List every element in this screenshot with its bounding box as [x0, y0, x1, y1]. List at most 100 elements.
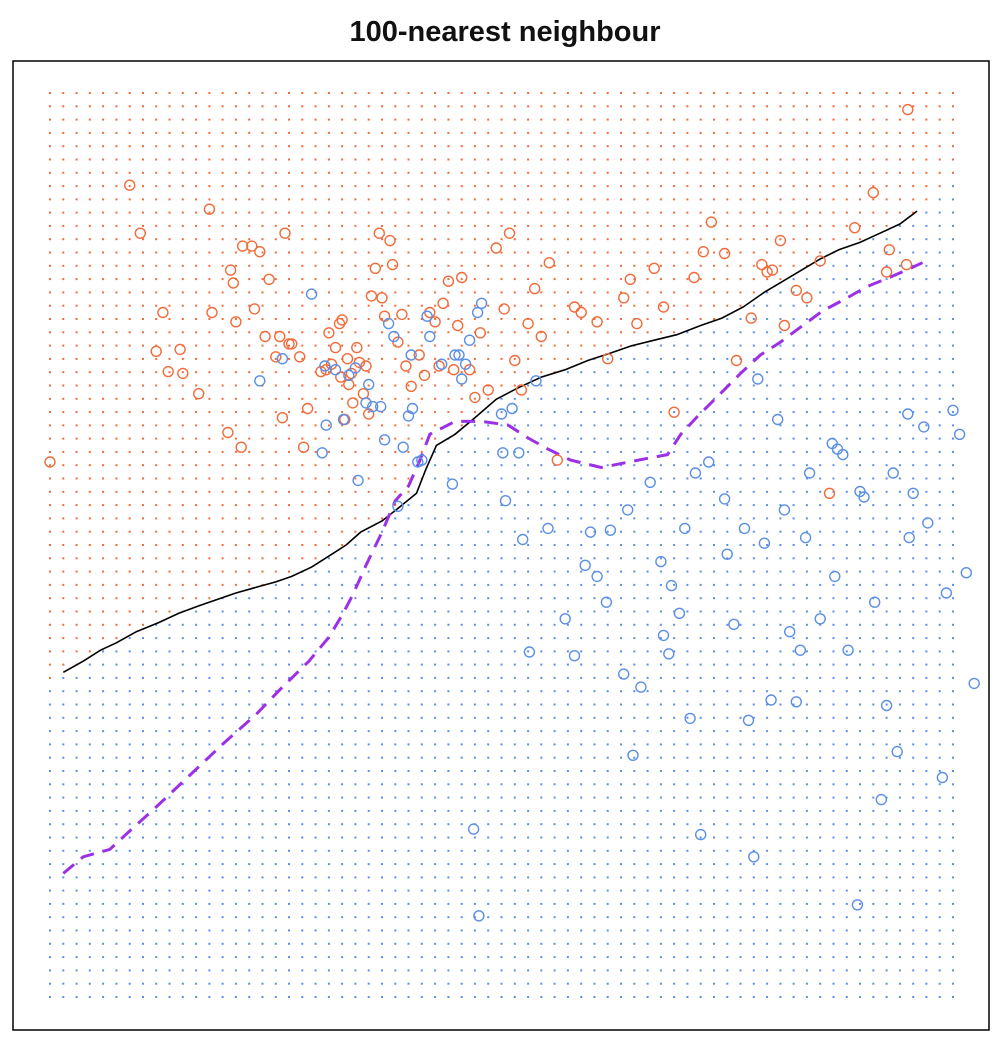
grid-dot: [447, 623, 450, 626]
grid-dot: [88, 876, 91, 879]
grid-dot: [872, 490, 875, 493]
grid-dot: [620, 92, 622, 94]
grid-dot: [234, 185, 237, 188]
grid-dot: [434, 557, 437, 560]
grid-dot: [261, 477, 264, 480]
grid-dot: [925, 557, 928, 560]
grid-dot: [832, 185, 835, 188]
grid-dot: [566, 663, 569, 666]
grid-dot: [726, 570, 729, 573]
grid-dot: [407, 304, 410, 307]
grid-dot: [779, 464, 782, 467]
grid-dot: [354, 583, 357, 586]
grid-dot: [407, 663, 410, 666]
grid-dot: [673, 969, 676, 972]
grid-dot: [845, 158, 848, 161]
grid-dot: [261, 929, 264, 932]
grid-dot: [420, 211, 423, 214]
grid-dot: [912, 437, 915, 440]
grid-dot: [234, 836, 237, 839]
grid-dot: [553, 982, 556, 985]
grid-dot: [646, 464, 649, 467]
grid-dot: [752, 663, 755, 666]
grid-dot: [221, 637, 224, 640]
grid-dot: [62, 437, 65, 440]
grid-dot: [553, 902, 556, 905]
grid-dot: [540, 264, 543, 267]
grid-dot: [420, 504, 423, 507]
grid-dot: [925, 942, 928, 945]
grid-dot: [234, 357, 237, 360]
grid-dot: [327, 517, 330, 520]
grid-dot: [420, 437, 423, 440]
grid-dot: [381, 397, 383, 400]
grid-dot: [341, 424, 344, 427]
grid-dot: [447, 344, 450, 347]
grid-dot: [195, 450, 198, 453]
grid-dot: [75, 238, 78, 241]
grid-dot: [447, 544, 450, 546]
grid-dot: [195, 264, 198, 267]
grid-dot: [726, 131, 729, 134]
grid-dot: [407, 504, 410, 507]
grid-dot: [142, 770, 144, 772]
grid-dot: [872, 889, 875, 892]
orange-point: [336, 314, 348, 326]
grid-dot: [898, 477, 901, 480]
grid-dot: [912, 969, 915, 972]
grid-dot: [420, 291, 423, 294]
grid-dot: [633, 650, 636, 653]
grid-dot: [354, 238, 357, 241]
grid-dot: [859, 291, 861, 294]
grid-dot: [779, 623, 782, 626]
orange-point: [357, 388, 370, 400]
grid-dot: [832, 610, 835, 613]
grid-dot: [699, 650, 702, 653]
grid-dot: [872, 716, 875, 719]
grid-dot: [115, 397, 118, 400]
grid-dot: [898, 331, 901, 334]
grid-dot: [327, 796, 330, 799]
grid-dot: [274, 756, 277, 759]
grid-dot: [341, 331, 344, 334]
grid-dot: [713, 730, 715, 733]
grid-dot: [420, 198, 423, 201]
grid-dot: [500, 690, 503, 693]
grid-dot: [102, 783, 105, 786]
grid-dot: [540, 371, 543, 374]
grid-dot: [885, 291, 888, 294]
grid-dot: [633, 92, 636, 94]
grid-dot: [819, 902, 822, 905]
grid-dot: [872, 836, 875, 839]
grid-dot: [142, 557, 144, 560]
grid-dot: [686, 331, 689, 334]
grid-dot: [553, 357, 556, 360]
grid-dot: [274, 889, 277, 892]
grid-dot: [952, 902, 954, 905]
grid-dot: [75, 145, 78, 148]
blue-point: [367, 400, 379, 413]
grid-dot: [752, 876, 755, 879]
grid-dot: [460, 796, 463, 799]
grid-dot: [274, 158, 277, 161]
grid-dot: [381, 836, 383, 839]
grid-dot: [301, 929, 304, 932]
grid-dot: [381, 809, 383, 812]
grid-dot: [646, 942, 649, 945]
grid-dot: [766, 703, 769, 706]
grid-dot: [659, 902, 662, 905]
grid-dot: [394, 158, 397, 161]
grid-dot: [221, 304, 224, 307]
grid-dot: [102, 583, 105, 586]
grid-dot: [274, 251, 277, 254]
grid-dot: [288, 969, 290, 972]
grid-dot: [859, 876, 861, 879]
grid-dot: [62, 690, 65, 693]
grid-dot: [606, 756, 609, 759]
grid-dot: [606, 291, 609, 294]
grid-dot: [898, 318, 901, 320]
grid-dot: [580, 331, 583, 334]
grid-dot: [845, 145, 848, 148]
grid-dot: [420, 490, 423, 493]
grid-dot: [699, 902, 702, 905]
